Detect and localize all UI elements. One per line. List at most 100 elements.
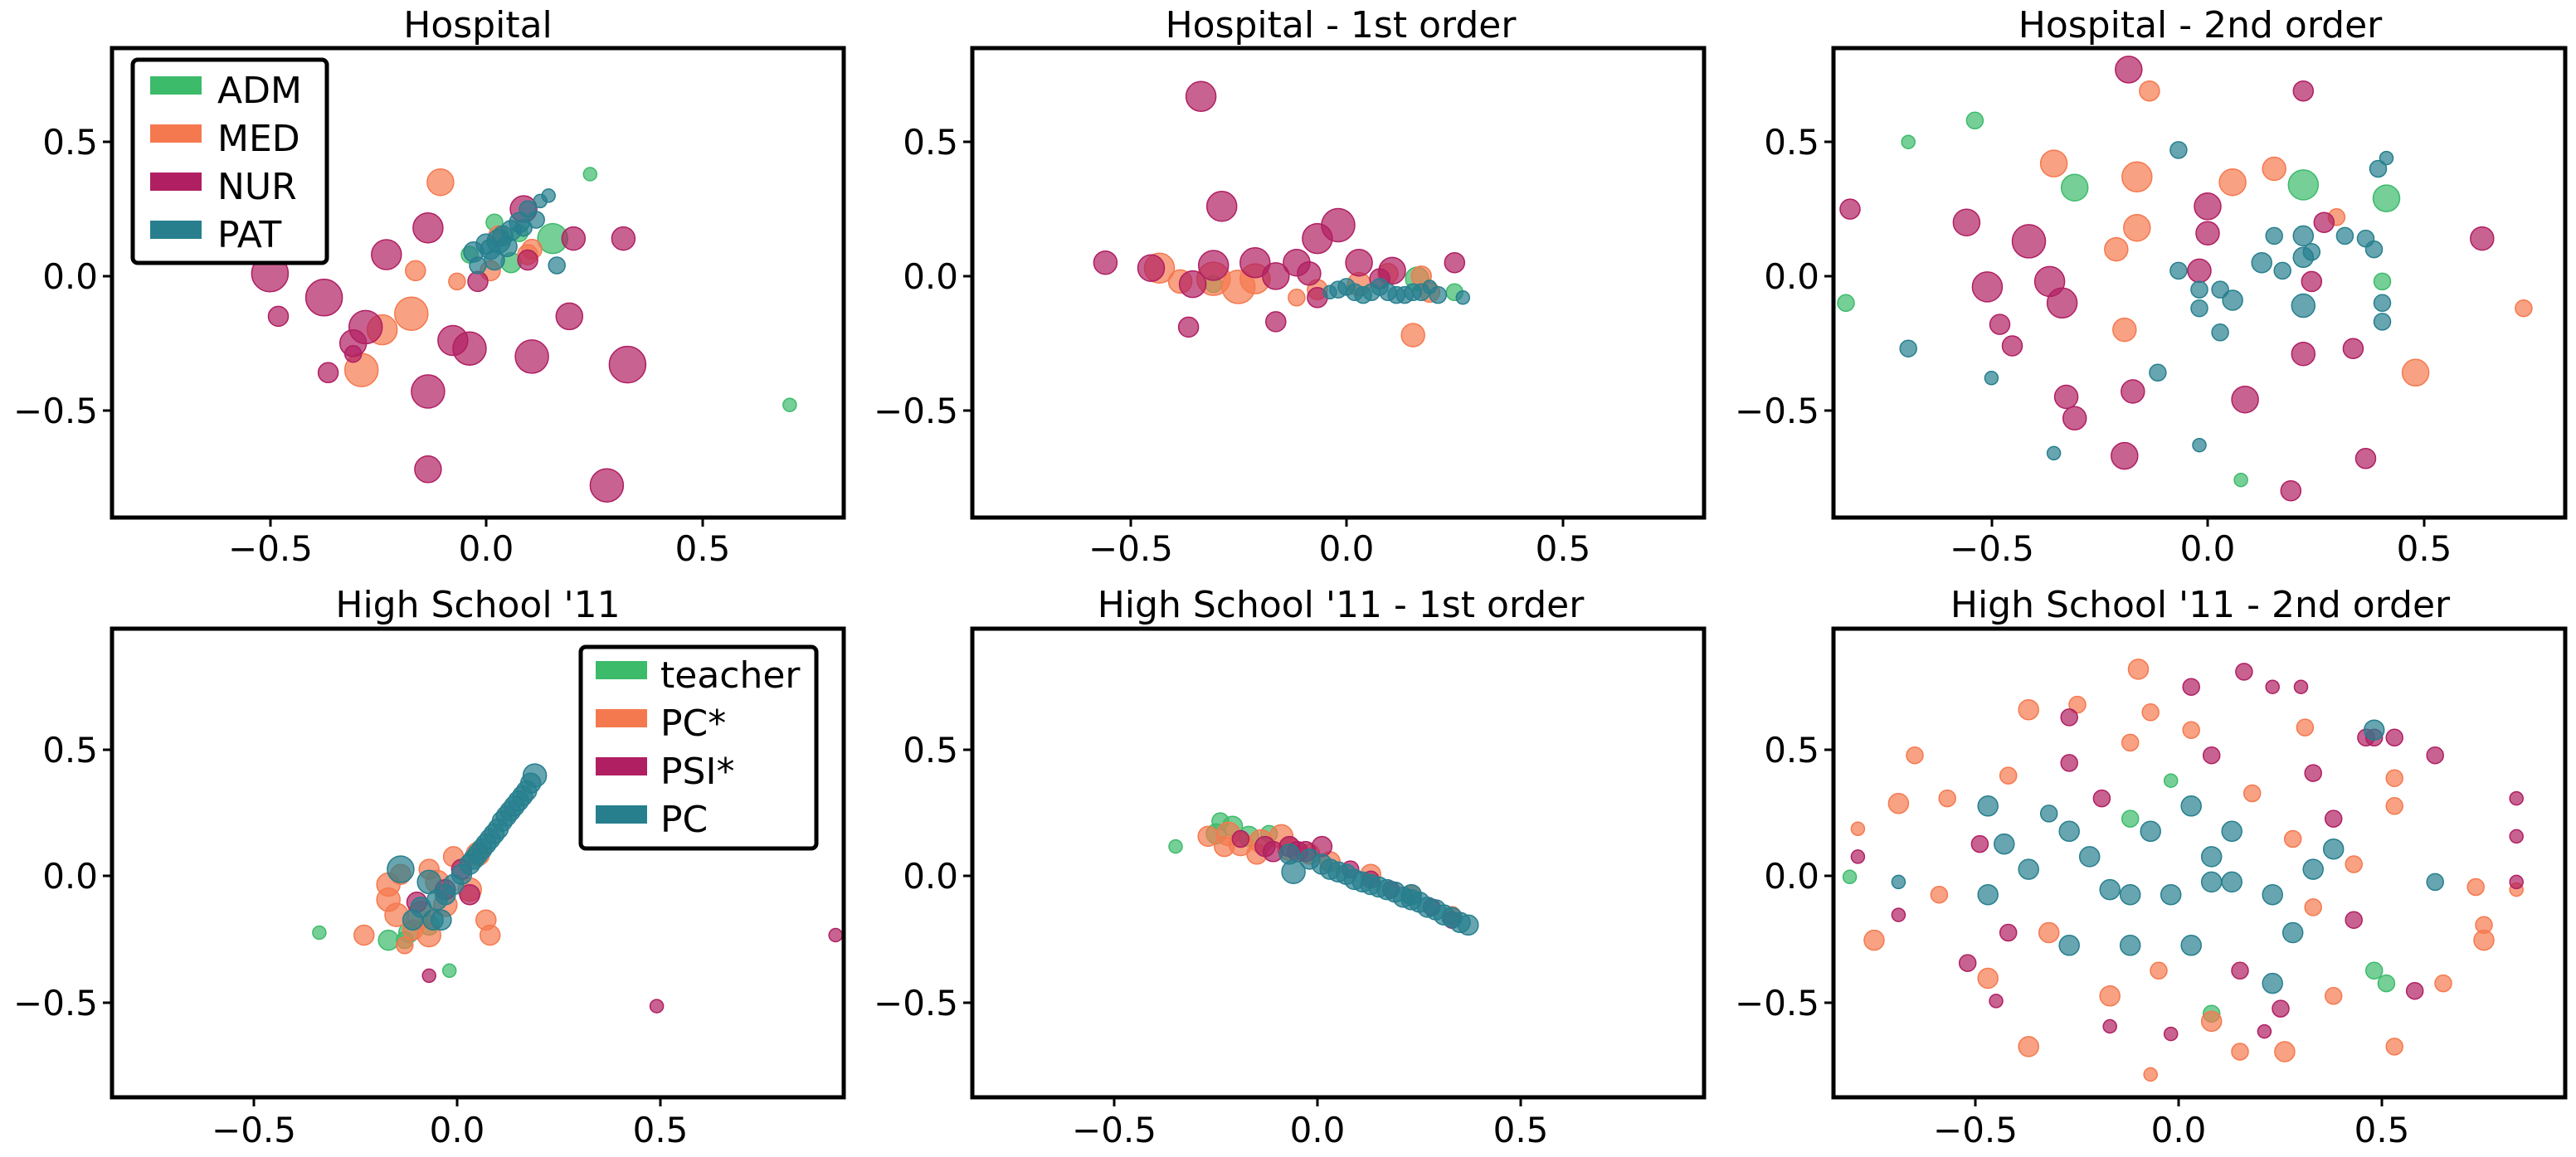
ytick-label: 0.5 <box>42 730 98 771</box>
point-med <box>1288 289 1306 307</box>
point-psi-star <box>2060 754 2078 772</box>
point-psi-star <box>459 883 480 906</box>
point-pc-star <box>2038 921 2060 944</box>
point-pc-star <box>1938 789 1956 808</box>
point-nur <box>2231 385 2259 414</box>
legend-hospital: ADM MED NUR PAT <box>130 57 329 265</box>
xtick-label: 0.5 <box>2397 528 2452 569</box>
point-pc-star <box>2304 898 2322 916</box>
legend-swatch-med <box>150 124 202 143</box>
legend-label-nur: NUR <box>217 166 297 208</box>
point-pc-star <box>353 924 375 946</box>
point-nur <box>1177 316 1200 338</box>
point-nur <box>611 226 636 251</box>
point-nur <box>348 309 383 345</box>
point-adm <box>1901 134 1916 149</box>
xtick-label: 0.5 <box>1493 1110 1549 1150</box>
point-psi-star <box>1958 954 1977 972</box>
point-pat <box>2364 240 2384 259</box>
point-nur <box>412 211 444 244</box>
point-pat <box>1371 278 1389 296</box>
point-pc <box>2302 858 2324 880</box>
title-hospital: Hospital <box>403 4 553 46</box>
point-pc-star <box>1906 746 1924 765</box>
points-high-school-11 <box>312 763 843 1014</box>
legend-label-pc-star: PC* <box>660 702 726 745</box>
point-pat <box>492 225 514 247</box>
point-pat <box>2265 226 2283 245</box>
point-nur <box>2292 80 2315 102</box>
point-pat <box>2335 226 2354 245</box>
point-pc-star <box>2296 718 2315 736</box>
ytick-label: 0.5 <box>1764 122 1819 163</box>
point-psi-star <box>2182 678 2200 696</box>
point-psi-star <box>2324 809 2343 828</box>
legend-label-med: MED <box>217 118 300 160</box>
subplot-high-school-11: High School '11 0.5 0.0 −0.5 −0.5 0.0 0.… <box>13 584 846 1150</box>
point-pc <box>2058 935 2080 956</box>
xtick-label: −0.5 <box>1072 1110 1157 1150</box>
point-psi-star <box>2385 728 2403 747</box>
point-pc <box>402 909 424 931</box>
point-psi-star <box>649 999 665 1014</box>
point-nur <box>1321 207 1356 243</box>
ytick-label: 0.0 <box>1764 856 1819 897</box>
legend-box <box>578 644 819 851</box>
point-pc <box>2281 921 2304 944</box>
point-teacher <box>2377 974 2396 993</box>
point-pc-star <box>2434 974 2452 993</box>
point-pat <box>1354 285 1372 304</box>
point-adm <box>2287 169 2320 201</box>
xticks-hospital-1st-order: −0.5 0.0 0.5 <box>1088 518 1590 569</box>
point-psi-star <box>1989 994 2004 1009</box>
point-nur <box>1265 311 1287 333</box>
point-pc <box>1458 914 1479 936</box>
point-psi-star <box>421 968 436 984</box>
point-psi-star <box>2102 1018 2117 1034</box>
xticks-high-school-11: −0.5 0.0 0.5 <box>212 1097 688 1150</box>
xtick-label: −0.5 <box>1950 528 2034 569</box>
xtick-label: 0.0 <box>1319 528 1375 569</box>
point-psi-star <box>828 927 843 943</box>
xtick-label: −0.5 <box>1933 1110 2018 1150</box>
point-pc <box>1400 883 1422 906</box>
point-teacher <box>1168 839 1183 854</box>
point-nur <box>2011 224 2047 259</box>
xticks-hospital-2nd-order: −0.5 0.0 0.5 <box>1950 518 2452 569</box>
points-hospital <box>251 167 797 503</box>
point-med <box>2121 161 2153 192</box>
point-pc-star <box>479 924 501 946</box>
legend-swatch-adm <box>150 76 202 95</box>
legend-swatch-teacher <box>596 661 647 679</box>
point-nur <box>343 344 363 363</box>
point-pc <box>2099 878 2121 901</box>
point-teacher <box>2163 773 2179 788</box>
point-pat <box>2251 251 2272 274</box>
legend-swatch-pc <box>596 805 647 824</box>
point-pat <box>527 211 545 229</box>
points-hospital-1st-order <box>1093 80 1471 348</box>
point-pc <box>2078 846 2101 868</box>
point-psi-star <box>2231 961 2249 980</box>
title-high-school-11-2nd-order: High School '11 - 2nd order <box>1950 584 2451 626</box>
point-pat <box>2373 294 2392 313</box>
subplot-hospital: Hospital 0.5 0.0 −0.5 −0.5 0.0 0.5 ADM M… <box>13 4 846 569</box>
legend-swatch-pc-star <box>596 709 647 727</box>
point-pc-star <box>1977 967 1999 989</box>
point-adm <box>2233 472 2248 488</box>
point-nur <box>2301 270 2323 293</box>
point-med <box>448 272 466 291</box>
ytick-label: −0.5 <box>13 391 98 431</box>
point-nur <box>1205 191 1238 222</box>
point-pc-star <box>2231 1043 2249 1061</box>
point-pat <box>514 218 533 237</box>
point-pat <box>2190 299 2208 318</box>
point-nur <box>608 345 647 384</box>
xtick-label: 0.0 <box>1290 1110 1346 1150</box>
point-nur <box>2354 448 2377 469</box>
point-nur <box>371 239 402 270</box>
point-pat <box>469 256 487 275</box>
point-med <box>2112 317 2137 343</box>
axes-frame-hospital <box>110 46 846 520</box>
points-high-school-11-1st-order <box>1168 812 1479 936</box>
